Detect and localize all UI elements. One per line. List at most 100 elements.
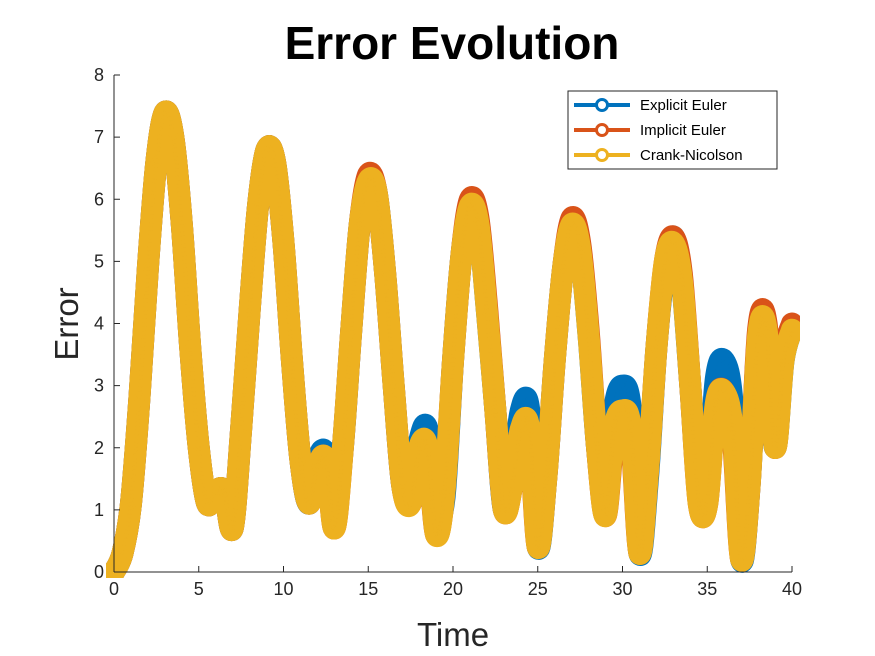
data-point xyxy=(667,237,679,249)
data-point xyxy=(591,442,603,454)
data-point xyxy=(617,380,628,392)
data-point xyxy=(354,218,366,230)
data-point xyxy=(701,498,713,510)
x-tick-label: 30 xyxy=(612,579,632,599)
data-point xyxy=(786,324,798,336)
data-point xyxy=(439,485,451,497)
data-point xyxy=(362,175,374,187)
legend-marker xyxy=(595,123,609,137)
data-point xyxy=(286,355,298,367)
data-point xyxy=(778,355,790,367)
data-point xyxy=(133,392,145,404)
data-point xyxy=(718,386,730,398)
data-point xyxy=(184,342,196,354)
data-point xyxy=(422,442,434,454)
data-point xyxy=(583,330,595,342)
x-tick-label: 35 xyxy=(697,579,717,599)
x-tick-label: 20 xyxy=(443,579,463,599)
data-point xyxy=(464,199,476,211)
y-tick-label: 3 xyxy=(94,376,104,396)
data-point xyxy=(650,342,662,354)
y-tick-label: 4 xyxy=(94,314,104,334)
data-point xyxy=(388,380,400,392)
data-point xyxy=(566,218,578,230)
data-point xyxy=(269,156,281,168)
y-tick-label: 7 xyxy=(94,127,104,147)
data-point xyxy=(540,473,552,485)
data-point xyxy=(371,187,383,199)
data-point xyxy=(498,504,510,516)
y-tick-label: 1 xyxy=(94,500,104,520)
data-point xyxy=(150,156,162,168)
data-point xyxy=(235,423,247,435)
data-point xyxy=(735,554,747,566)
legend-marker xyxy=(595,148,609,162)
y-axis-label: Error xyxy=(48,287,85,360)
plot-area xyxy=(106,100,800,578)
x-tick-label: 40 xyxy=(782,579,802,599)
data-point xyxy=(244,305,256,317)
y-tick-label: 0 xyxy=(94,562,104,582)
data-point xyxy=(252,199,264,211)
legend-item: Crank-Nicolson xyxy=(574,147,743,164)
legend-item: Implicit Euler xyxy=(574,122,726,139)
data-point xyxy=(769,442,781,454)
data-point xyxy=(659,255,671,267)
data-point xyxy=(311,460,323,472)
y-tick-label: 8 xyxy=(94,65,104,85)
data-point xyxy=(557,262,569,274)
data-point xyxy=(345,324,357,336)
data-point xyxy=(142,262,154,274)
data-point xyxy=(337,442,349,454)
data-point xyxy=(532,541,544,553)
data-point xyxy=(752,330,764,342)
axes: 0 5 10 15 20 25 30 35 40 0 1 2 3 4 5 6 7 8 xyxy=(94,65,802,599)
y-tick-label: 6 xyxy=(94,189,104,209)
data-point xyxy=(481,305,493,317)
y-tick-label: 2 xyxy=(94,438,104,458)
data-point xyxy=(710,398,722,410)
series-line xyxy=(106,100,800,578)
x-tick-label: 15 xyxy=(358,579,378,599)
data-point xyxy=(617,404,628,416)
chart-title: Error Evolution xyxy=(285,17,620,69)
data-point xyxy=(676,274,688,286)
legend-item: Explicit Euler xyxy=(574,97,727,114)
x-tick-label: 10 xyxy=(273,579,293,599)
legend-marker xyxy=(595,98,609,112)
data-point xyxy=(405,498,417,510)
data-point xyxy=(159,106,171,118)
data-point xyxy=(506,479,518,491)
data-point xyxy=(625,423,637,435)
data-point xyxy=(608,423,620,435)
data-point xyxy=(472,218,484,230)
x-axis-label: Time xyxy=(417,616,489,653)
data-point xyxy=(396,479,408,491)
series-crank-nicolson xyxy=(106,100,800,578)
data-point xyxy=(718,355,730,367)
data-point xyxy=(489,404,501,416)
data-point xyxy=(574,243,586,255)
data-point xyxy=(727,423,739,435)
data-point xyxy=(600,510,612,522)
legend-label: Explicit Euler xyxy=(640,97,727,114)
legend-label: Implicit Euler xyxy=(640,122,726,139)
data-point xyxy=(328,523,340,535)
data-point xyxy=(218,485,230,497)
data-point xyxy=(379,268,391,280)
data-point xyxy=(549,355,561,367)
data-point xyxy=(116,547,128,559)
data-point xyxy=(761,324,773,336)
data-point xyxy=(430,529,442,541)
data-point xyxy=(447,355,459,367)
x-tick-label: 25 xyxy=(528,579,548,599)
data-point xyxy=(455,249,467,261)
legend-label: Crank-Nicolson xyxy=(640,147,743,164)
data-point xyxy=(193,442,205,454)
data-point xyxy=(320,454,332,466)
y-tick-label: 5 xyxy=(94,251,104,271)
data-point xyxy=(201,498,213,510)
x-tick-label: 0 xyxy=(109,579,119,599)
data-point xyxy=(167,131,179,143)
